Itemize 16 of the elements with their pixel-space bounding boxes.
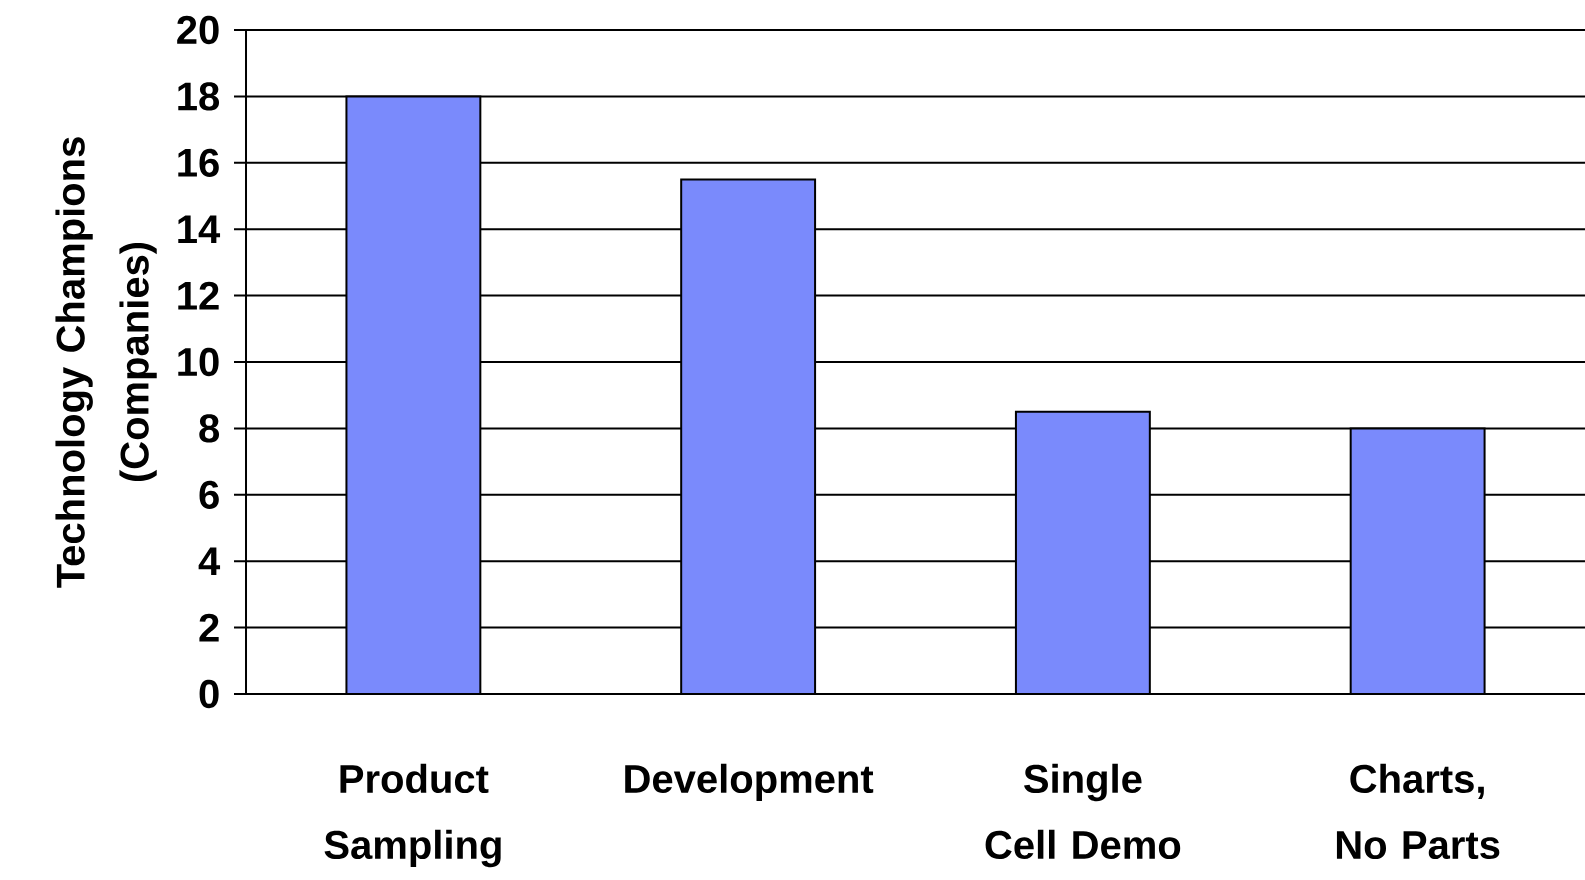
x-tick-label: Single Cell Demo <box>985 763 1181 860</box>
y-tick-label: 12 <box>178 281 219 310</box>
y-tick-label: 0 <box>199 679 219 709</box>
x-tick-label: Charts, No Parts <box>1336 763 1500 860</box>
y-tick-label: 18 <box>178 82 220 111</box>
y-axis-title: Technology Champions (Companies) <box>55 137 157 588</box>
y-tick-label: 4 <box>198 547 221 575</box>
y-tick-label: 20 <box>177 15 219 45</box>
x-tick-label: Development <box>625 763 874 802</box>
y-tick-label: 16 <box>178 148 219 177</box>
y-tick-label: 8 <box>199 414 220 443</box>
x-tick-label: Product Sampling <box>324 763 501 868</box>
y-tick-label: 6 <box>199 480 219 509</box>
y-tick-label: 14 <box>178 215 221 243</box>
y-tick-label: 2 <box>199 613 219 642</box>
y-tick-label: 10 <box>178 347 219 377</box>
